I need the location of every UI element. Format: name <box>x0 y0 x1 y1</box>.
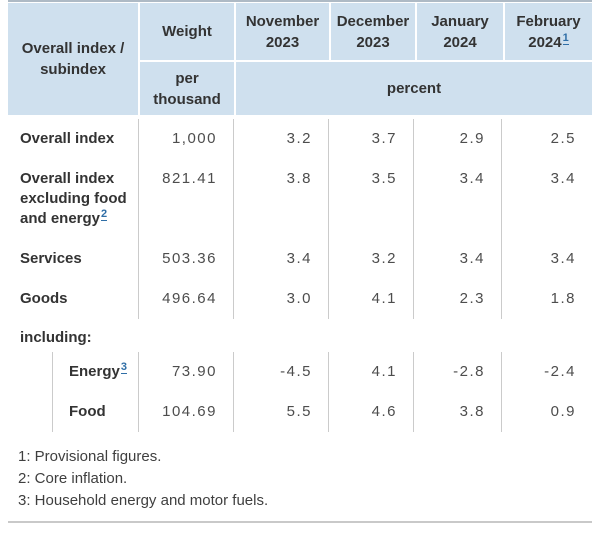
value-nov: -4.5 <box>234 352 329 392</box>
row-label-overall-index: Overall index <box>8 119 139 159</box>
footnote-ref-2[interactable]: 2 <box>101 208 108 221</box>
including-label: including: <box>20 329 92 346</box>
value-jan: 3.8 <box>414 392 502 432</box>
row-label-energy: Energy3 <box>52 352 139 392</box>
bottom-divider <box>8 521 592 523</box>
value-dec: 4.1 <box>329 352 414 392</box>
value-feb: 3.4 <box>550 250 576 267</box>
indent-spacer <box>8 352 52 392</box>
weight-value: 821.41 <box>139 159 234 239</box>
value-nov: 3.8 <box>234 159 329 239</box>
row-label-services: Services <box>8 239 139 279</box>
value-nov: 3.4 <box>234 239 329 279</box>
percent-unit-header: percent <box>236 62 592 115</box>
table-header: Overall index / subindex Weight November… <box>8 3 592 115</box>
value-nov: 3.0 <box>234 279 329 319</box>
footnote-ref-1[interactable]: 1 <box>562 31 569 45</box>
weight-value: 503.36 <box>139 239 234 279</box>
col-header-november-2023: November 2023 <box>236 3 329 60</box>
col-header-index: Overall index / subindex <box>8 3 138 115</box>
col-header-february-2024: February 20241 <box>505 3 592 60</box>
value-feb: 3.4 <box>550 170 576 187</box>
value-nov: 5.5 <box>234 392 329 432</box>
value-jan: 3.4 <box>414 239 502 279</box>
statistics-table: Overall index / subindex Weight November… <box>8 0 592 523</box>
month-year: 2023 <box>356 33 390 51</box>
value-nov: 3.2 <box>234 119 329 159</box>
main-rows-section: Overall index 1,000 3.2 3.7 2.9 2.5 Over… <box>8 119 592 319</box>
value-feb: 1.8 <box>550 290 576 307</box>
col-header-january-2024: January 2024 <box>417 3 503 60</box>
value-dec: 4.1 <box>329 279 414 319</box>
row-label-goods: Goods <box>8 279 139 319</box>
month-year: 2024 <box>443 33 477 51</box>
month-name: January <box>431 12 489 30</box>
value-jan: 2.3 <box>414 279 502 319</box>
month-name: February <box>516 12 581 30</box>
col-header-december-2023: December 2023 <box>331 3 415 60</box>
weight-value: 496.64 <box>139 279 234 319</box>
month-year: 20241 <box>528 31 569 51</box>
value-feb: 2.5 <box>550 130 576 147</box>
month-year: 2023 <box>265 33 300 51</box>
value-jan: 3.4 <box>414 159 502 239</box>
weight-value: 104.69 <box>139 392 234 432</box>
weight-unit-header: per thousand <box>140 62 234 115</box>
value-dec: 3.5 <box>329 159 414 239</box>
month-name: December <box>336 12 410 30</box>
col-header-weight: Weight <box>140 3 234 60</box>
footnote-ref-3[interactable]: 3 <box>120 361 127 374</box>
sub-rows-section: Energy3 73.90 -4.5 4.1 -2.8 -2.4 Food 10… <box>8 352 592 432</box>
footnote-1: 1: Provisional figures. <box>18 448 162 465</box>
weight-value: 1,000 <box>139 119 234 159</box>
value-jan: 2.9 <box>414 119 502 159</box>
value-feb: 0.9 <box>550 403 576 420</box>
value-jan: -2.8 <box>414 352 502 392</box>
indent-spacer <box>8 392 52 432</box>
month-name: November <box>245 12 320 30</box>
value-feb: -2.4 <box>544 363 576 380</box>
weight-value: 73.90 <box>139 352 234 392</box>
footnotes: 1: Provisional figures. 2: Core inflatio… <box>18 446 592 512</box>
value-dec: 4.6 <box>329 392 414 432</box>
row-label-core-index: Overall index excluding food and energy2 <box>8 159 139 239</box>
footnote-3: 3: Household energy and motor fuels. <box>18 492 269 509</box>
row-label-food: Food <box>52 392 139 432</box>
value-dec: 3.2 <box>329 239 414 279</box>
index-header-label: Overall index / subindex <box>21 40 125 78</box>
footnote-2: 2: Core inflation. <box>18 470 128 487</box>
value-dec: 3.7 <box>329 119 414 159</box>
